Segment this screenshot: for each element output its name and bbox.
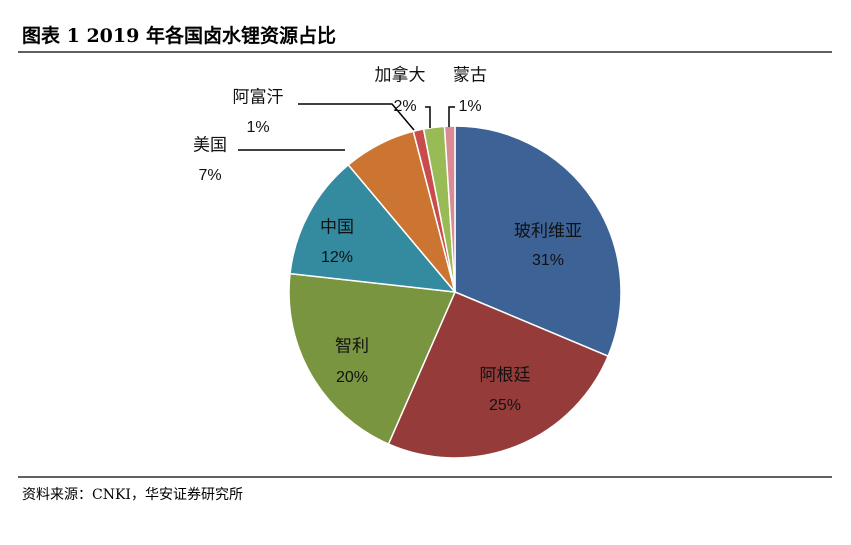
pie-slice bbox=[387, 291, 610, 459]
pie-slice bbox=[454, 125, 622, 358]
leader-line bbox=[298, 103, 415, 131]
slice-value-label: 25% bbox=[489, 397, 521, 414]
slice-label: 加拿大 bbox=[375, 65, 426, 86]
leader-line bbox=[448, 106, 455, 127]
slice-label: 智利 bbox=[335, 337, 369, 357]
slice-label: 中国 bbox=[320, 218, 354, 238]
slice-value-label: 1% bbox=[246, 119, 269, 136]
chart-title: 图表 1 2019 年各国卤水锂资源占比 bbox=[22, 24, 336, 47]
pie-slice bbox=[289, 163, 457, 293]
leader-line bbox=[425, 106, 431, 128]
slice-value-label: 2% bbox=[393, 98, 416, 115]
pie-slice bbox=[288, 272, 457, 446]
slice-label: 蒙古 bbox=[453, 66, 487, 86]
slice-label: 阿富汗 bbox=[233, 88, 284, 108]
slice-value-label: 31% bbox=[532, 252, 564, 269]
slice-label: 玻利维亚 bbox=[514, 222, 582, 242]
slice-value-label: 7% bbox=[198, 167, 221, 184]
slice-label: 阿根廷 bbox=[480, 366, 531, 386]
source-note: 资料来源：CNKI，华安证券研究所 bbox=[22, 487, 243, 503]
slice-label: 美国 bbox=[193, 136, 227, 156]
slice-value-label: 20% bbox=[336, 369, 368, 386]
slice-value-label: 1% bbox=[458, 98, 481, 115]
slice-value-label: 12% bbox=[321, 249, 353, 266]
